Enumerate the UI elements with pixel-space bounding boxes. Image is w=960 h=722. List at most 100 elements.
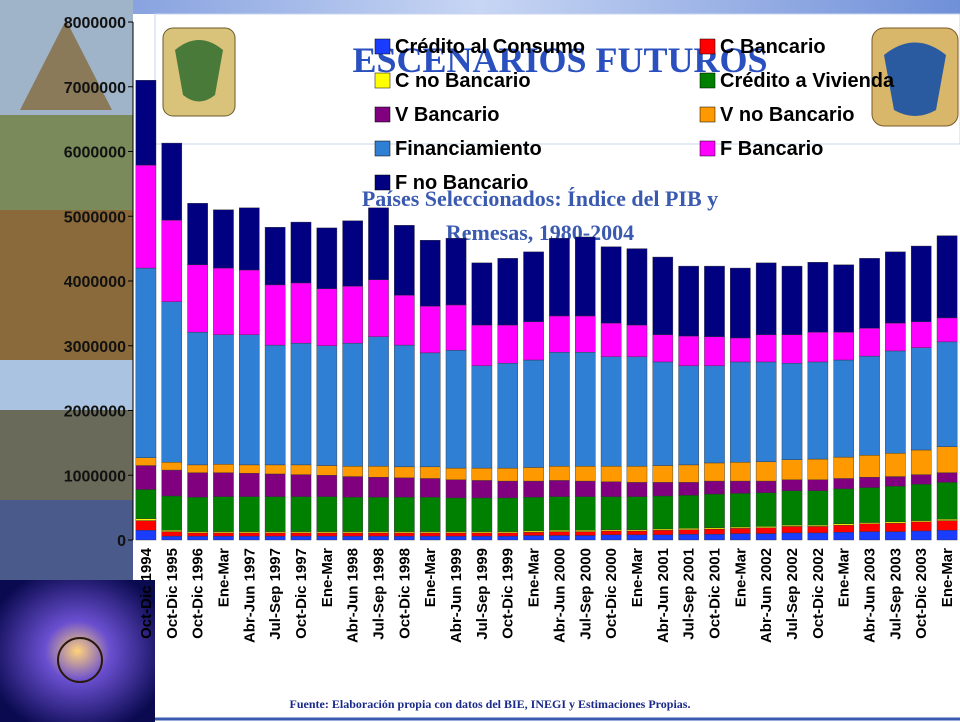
bar-segment <box>910 245 932 322</box>
bar-segment <box>471 497 493 532</box>
bar-segment <box>213 496 234 532</box>
y-tick-label: 3000000 <box>64 339 126 356</box>
bar-segment <box>471 365 493 469</box>
bar-segment <box>807 458 829 480</box>
bar-segment <box>859 355 880 456</box>
x-tick-label: Jul-Sep 2001 <box>681 548 698 640</box>
bar-segment <box>885 531 906 541</box>
bar-segment <box>419 306 441 354</box>
x-tick-label: Abr-Jun 2000 <box>551 548 568 643</box>
bar-segment <box>549 238 570 317</box>
legend-swatch <box>699 72 716 89</box>
bar-segment <box>239 532 260 537</box>
x-tick-label: Abr-Jun 2001 <box>655 548 672 643</box>
bar-segment <box>755 492 777 527</box>
source-note: Fuente: Elaboración propia con datos del… <box>290 697 691 711</box>
bar-segment <box>730 361 751 463</box>
bar-segment <box>833 532 854 541</box>
bar-segment <box>239 269 260 335</box>
bar-segment <box>833 331 854 361</box>
bar-segment <box>239 496 260 532</box>
legend-label: C no Bancario <box>395 70 531 92</box>
bar-segment <box>290 535 312 541</box>
bar-segment <box>368 207 389 280</box>
bar-segment <box>523 497 544 532</box>
bar-segment <box>290 342 312 466</box>
legend-label: Crédito a Vivienda <box>720 70 895 92</box>
bar-segment <box>574 236 596 317</box>
bar-segment <box>342 285 363 344</box>
bar-segment <box>574 352 596 467</box>
bar-segment <box>807 361 829 460</box>
bar-segment <box>910 521 932 532</box>
x-tick-label: Abr-Jun 1999 <box>448 548 465 643</box>
bar-segment <box>755 533 777 541</box>
bar-segment <box>316 227 338 289</box>
bar-segment <box>239 334 260 466</box>
eagle <box>175 40 223 102</box>
x-tick-label: Ene-Mar <box>526 548 543 607</box>
bar-segment <box>859 523 880 532</box>
bar-segment <box>264 344 286 466</box>
bar-segment <box>213 334 234 465</box>
bar-segment <box>187 464 208 473</box>
legend-swatch <box>374 38 391 55</box>
bar-segment <box>781 526 803 534</box>
plot: 0 1000000 2000000 3000000 4000000 5000000 6000… <box>64 15 958 643</box>
legend-label: F no Bancario <box>395 172 528 194</box>
bar-segment <box>885 322 906 352</box>
bar-segment <box>161 462 183 471</box>
bar-segment <box>936 472 958 483</box>
chart-title: ESCENARIOS FUTUROS <box>352 40 767 80</box>
bar-segment <box>316 475 338 497</box>
bar-segment <box>626 530 648 536</box>
bar-segment <box>445 479 467 499</box>
bar-segment <box>316 532 338 537</box>
bar-segment <box>885 522 906 532</box>
bar-segment <box>213 209 234 269</box>
bar-segment <box>678 365 699 466</box>
bar-segment <box>187 535 208 541</box>
bar-segment <box>652 361 674 466</box>
y-tick-label: 6000000 <box>64 145 126 162</box>
bar-segment <box>161 531 183 537</box>
bar-segment <box>833 488 854 525</box>
bar-segment <box>419 466 441 479</box>
bar-segment <box>910 449 932 475</box>
bar-segment <box>626 465 648 483</box>
bar-segment <box>600 465 622 482</box>
bar-segment <box>704 533 725 541</box>
bar-segment <box>342 465 363 477</box>
bar-segment <box>704 365 725 464</box>
bar-segment <box>600 530 622 536</box>
bar-segment <box>730 462 751 482</box>
bar-segment <box>187 532 208 537</box>
logo-left <box>162 27 236 117</box>
x-tick-label: Oct-Dic 2000 <box>603 548 620 639</box>
bar-segment <box>523 467 544 482</box>
bar-segment <box>497 363 519 469</box>
bar-segment <box>781 532 803 541</box>
bar-segment <box>471 262 493 326</box>
x-tick-label: Oct-Dic 2003 <box>913 548 930 639</box>
bar-segment <box>678 529 699 535</box>
bar-segment <box>497 535 519 541</box>
x-tick-label: Jul-Sep 2002 <box>784 548 801 640</box>
x-tick-label: Abr-Jun 2003 <box>862 548 879 643</box>
bar-segment <box>419 532 441 537</box>
y-tick-label: 2000000 <box>64 404 126 421</box>
bar-segment <box>523 251 544 322</box>
x-tick-label: Ene-Mar <box>422 548 439 607</box>
bar-segment <box>445 467 467 480</box>
bar-segment <box>290 496 312 532</box>
bar-segment <box>910 484 932 521</box>
bar-segment <box>445 532 467 537</box>
bar-segment <box>652 482 674 497</box>
bar-segment <box>523 532 544 536</box>
bar-segment <box>859 454 880 478</box>
bar-segment <box>833 456 854 479</box>
x-tick-label: Oct-Dic 1996 <box>190 548 207 639</box>
bar-segment <box>264 532 286 537</box>
bar-segment <box>885 350 906 454</box>
bar-segment <box>755 262 777 335</box>
